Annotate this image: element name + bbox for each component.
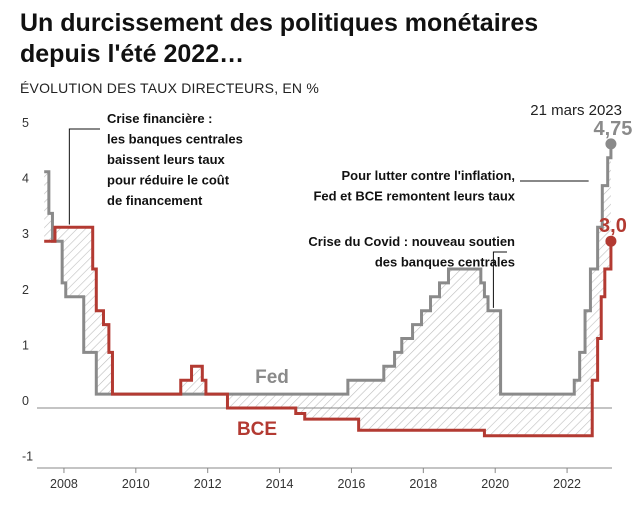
inflation-annotation: Pour lutter contre l'inflation, Fed et BC… xyxy=(313,168,515,204)
y-tick-label: 1 xyxy=(22,338,29,352)
hatch-fill xyxy=(44,143,611,436)
y-tick-label: -1 xyxy=(22,450,33,464)
x-tick-label: 2016 xyxy=(338,477,366,491)
crisis-2008-leader xyxy=(68,128,100,225)
y-tick-label: 2 xyxy=(22,283,29,297)
x-tick-label: 2022 xyxy=(553,477,581,491)
x-tick-label: 2008 xyxy=(50,477,78,491)
chart-title: Un durcissement des politiques monétaire… xyxy=(20,9,539,68)
bce-end-point xyxy=(605,235,617,247)
y-tick-label: 0 xyxy=(22,394,29,408)
fed-series-label: Fed xyxy=(255,367,289,388)
crisis-2008-annotation: Crise financière : les banques centrales b… xyxy=(107,111,243,208)
covid-annotation: Crise du Covid : nouveau soutien des banq… xyxy=(308,234,515,270)
chart-subtitle: ÉVOLUTION DES TAUX DIRECTEURS, EN % xyxy=(20,80,319,96)
y-tick-label: 4 xyxy=(22,172,29,186)
y-tick-label: 3 xyxy=(22,227,29,241)
x-tick-label: 2010 xyxy=(122,477,150,491)
bce-end-value: 3,0 xyxy=(599,215,627,237)
fed-line xyxy=(44,143,613,396)
x-tick-label: 2012 xyxy=(194,477,222,491)
spread-hatch-area xyxy=(44,143,611,436)
series-lines: 4,75 3,0 Fed BCE xyxy=(44,118,632,440)
covid-leader xyxy=(492,251,507,308)
x-tick-label: 2020 xyxy=(481,477,509,491)
fed-end-point xyxy=(605,138,617,150)
annotations: 21 mars 2023 Crise financière : les banque… xyxy=(68,102,622,308)
bce-series-label: BCE xyxy=(237,419,277,440)
y-tick-label: 5 xyxy=(22,116,29,130)
x-tick-label: 2018 xyxy=(409,477,437,491)
axes: 5 4 3 2 1 0 -1 2008 2010 2012 2014 2016 2018 2020 2022 xyxy=(22,116,612,491)
date-label: 21 mars 2023 xyxy=(530,102,622,119)
fed-end-value: 4,75 xyxy=(593,118,632,140)
x-tick-label: 2014 xyxy=(266,477,294,491)
bce-line xyxy=(44,225,613,438)
